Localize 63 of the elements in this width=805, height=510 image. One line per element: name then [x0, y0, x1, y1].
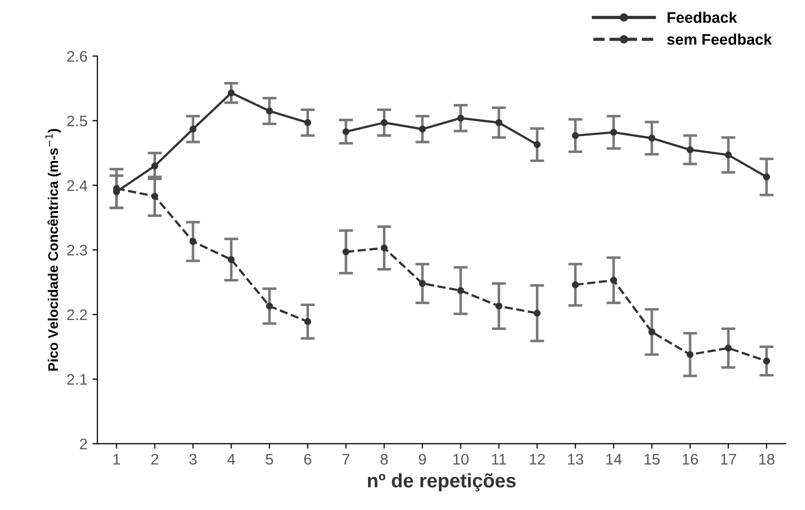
x-tick-label: 11: [492, 454, 506, 464]
point: [495, 302, 502, 310]
y-axis-title: Pico Velocidade Concêntrica (m-s$^{−1}$): [45, 128, 61, 371]
x-tick-label: 15: [644, 454, 660, 465]
point: [418, 280, 426, 287]
point: [572, 132, 579, 140]
x-tick-label: 6: [304, 454, 312, 465]
point: [610, 276, 618, 284]
point: [648, 134, 656, 142]
point: [342, 128, 350, 136]
point: [457, 114, 464, 122]
point: [304, 119, 312, 126]
x-tick-label: 18: [759, 454, 774, 465]
point: [418, 126, 426, 133]
point: [724, 344, 732, 352]
x-tick-label: 12: [530, 454, 545, 464]
x-tick-label: 2: [151, 454, 158, 464]
y-tick-label: 2.3: [67, 244, 88, 256]
point: [763, 358, 770, 364]
point: [610, 128, 618, 136]
point: [572, 281, 579, 288]
x-tick-label: 8: [380, 454, 388, 465]
x-tick-label: 5: [266, 454, 274, 465]
point: [457, 287, 464, 294]
point: [342, 248, 350, 256]
x-tick-label: 7: [342, 454, 350, 464]
point: [151, 192, 158, 200]
point: [266, 302, 273, 310]
point: [686, 351, 694, 358]
point: [686, 146, 694, 154]
x-tick-label: 16: [682, 454, 698, 465]
point: [380, 119, 388, 126]
y-tick-label: 2.5: [67, 116, 88, 126]
point: [228, 89, 235, 96]
legend-label: Feedback: [668, 12, 738, 23]
x-tick-label: 17: [720, 454, 736, 464]
point: [763, 173, 770, 180]
y-tick-label: 2: [80, 438, 87, 450]
legend-label: sem Feedback: [667, 34, 772, 45]
y-tick-label: 2.6: [67, 50, 88, 62]
x-tick-label: 4: [227, 454, 236, 464]
x-tick-label: 14: [606, 454, 622, 464]
point: [304, 318, 312, 326]
point: [534, 141, 541, 148]
y-tick-label: 2.2: [67, 309, 87, 320]
y-tick-label: 2.1: [67, 374, 87, 385]
x-tick-label: 9: [418, 454, 426, 465]
x-tick-label: 10: [453, 454, 469, 465]
x-axis-title: nº de repetições: [368, 473, 516, 492]
point: [151, 162, 158, 170]
point: [495, 119, 502, 126]
x-tick-label: 13: [568, 454, 584, 465]
point: [534, 310, 541, 317]
point: [190, 238, 196, 245]
point: [648, 328, 656, 336]
point: [266, 108, 273, 114]
point: [380, 244, 388, 252]
point: [724, 151, 732, 158]
x-tick-label: 1: [113, 454, 120, 464]
point: [190, 126, 196, 133]
y-tick-label: 2.4: [67, 180, 88, 191]
x-tick-label: 3: [189, 454, 197, 465]
point: [228, 256, 235, 264]
